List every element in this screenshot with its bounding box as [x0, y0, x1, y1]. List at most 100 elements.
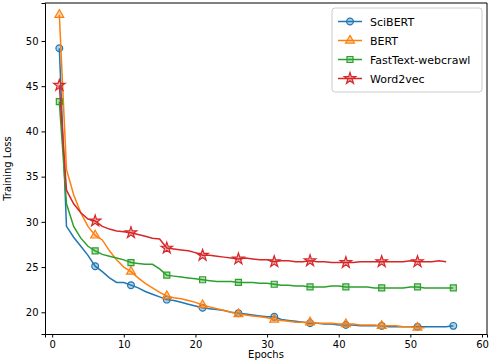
legend-label: BERT	[370, 35, 398, 48]
legend-marker	[347, 18, 354, 25]
tick: 10	[118, 334, 131, 350]
marker	[307, 284, 313, 290]
tick: 60	[476, 334, 489, 350]
tick-mark	[52, 334, 53, 338]
tick-mark	[410, 334, 411, 338]
tick-label: 35	[26, 171, 39, 182]
tick-mark	[42, 312, 46, 313]
tick-mark	[124, 334, 125, 338]
tick: 45	[26, 81, 45, 92]
marker	[304, 255, 315, 266]
tick: 25	[26, 262, 45, 273]
tick-label: 30	[261, 339, 274, 350]
tick-label: 40	[26, 126, 39, 137]
marker	[56, 99, 62, 105]
legend-marker	[344, 73, 355, 84]
marker	[125, 227, 136, 238]
tick-label: 60	[476, 339, 489, 350]
marker	[341, 319, 350, 327]
tick: 20	[190, 334, 203, 350]
tick-mark	[482, 334, 483, 338]
marker	[233, 253, 244, 264]
legend-box	[332, 8, 482, 92]
tick-label: 20	[26, 307, 39, 318]
tick-mark	[42, 86, 46, 87]
marker	[54, 79, 65, 90]
marker	[128, 260, 134, 266]
tick-label: 0	[49, 339, 55, 350]
tick: 50	[26, 36, 45, 47]
axis-line	[46, 335, 488, 338]
legend-marker	[346, 35, 355, 43]
tick: 40	[26, 126, 45, 137]
marker	[127, 266, 136, 274]
tick: 35	[26, 171, 45, 182]
marker	[92, 248, 98, 254]
tick: 30	[261, 334, 274, 350]
frame	[487, 3, 488, 334]
tick-label: 10	[118, 339, 131, 350]
tick-mark	[42, 222, 46, 223]
tick-label: 45	[26, 81, 39, 92]
marker	[340, 257, 351, 268]
marker	[197, 249, 208, 260]
tick-mark	[42, 177, 46, 178]
marker	[234, 309, 243, 317]
marker	[55, 10, 64, 18]
axis-line	[42, 4, 46, 335]
x-axis-title: Epochs	[248, 349, 284, 360]
marker	[91, 230, 100, 238]
marker	[271, 281, 277, 287]
plot: 0 10 20 30 40 50 60 20 25 30 35 40 45 50 SciBERT BERT Fa…	[26, 3, 489, 350]
marker	[412, 256, 423, 267]
tick: 40	[333, 334, 346, 350]
line	[59, 85, 446, 262]
marker	[306, 317, 315, 325]
y-axis: 20 25 30 35 40 45 50	[26, 4, 46, 335]
tick-label: 20	[190, 339, 203, 350]
tick-mark	[42, 267, 46, 268]
marker	[92, 263, 99, 270]
marker	[89, 215, 100, 226]
frame	[45, 3, 487, 4]
tick-mark	[195, 334, 196, 338]
marker	[235, 279, 241, 285]
marker	[450, 285, 456, 291]
marker	[200, 277, 206, 283]
tick-mark	[339, 334, 340, 338]
marker	[198, 300, 207, 308]
marker	[270, 314, 279, 322]
marker	[379, 285, 385, 291]
marker	[161, 242, 172, 253]
tick-label: 50	[26, 36, 39, 47]
legend-item: Word2vec	[338, 73, 425, 86]
marker	[450, 322, 457, 329]
tick-mark	[267, 334, 268, 338]
tick-label: 50	[404, 339, 417, 350]
tick: 0	[49, 334, 55, 350]
tick-label: 30	[26, 217, 39, 228]
marker	[343, 284, 349, 290]
tick: 20	[26, 307, 45, 318]
tick-label: 40	[333, 339, 346, 350]
marker	[413, 323, 422, 331]
marker	[269, 256, 280, 267]
chart: 0 10 20 30 40 50 60 20 25 30 35 40 45 50 SciBERT BERT Fa…	[0, 0, 490, 360]
legend-marker	[347, 57, 353, 63]
marker	[376, 256, 387, 267]
tick: 50	[404, 334, 417, 350]
marker	[162, 291, 171, 299]
legend-item: FastText-webcrawl	[338, 54, 470, 67]
legend-item: SciBERT	[338, 16, 414, 29]
marker	[164, 272, 170, 278]
x-axis: 0 10 20 30 40 50 60	[46, 334, 489, 350]
legend-label: Word2vec	[370, 73, 425, 86]
marker	[415, 284, 421, 290]
legend-item: BERT	[338, 35, 398, 48]
tick-mark	[42, 41, 46, 42]
legend-label: SciBERT	[370, 16, 414, 29]
tick: 30	[26, 217, 45, 228]
marker	[377, 321, 386, 329]
tick-label: 25	[26, 262, 39, 273]
legend: SciBERT BERT FastText-webcrawl Word2vec	[332, 8, 482, 92]
